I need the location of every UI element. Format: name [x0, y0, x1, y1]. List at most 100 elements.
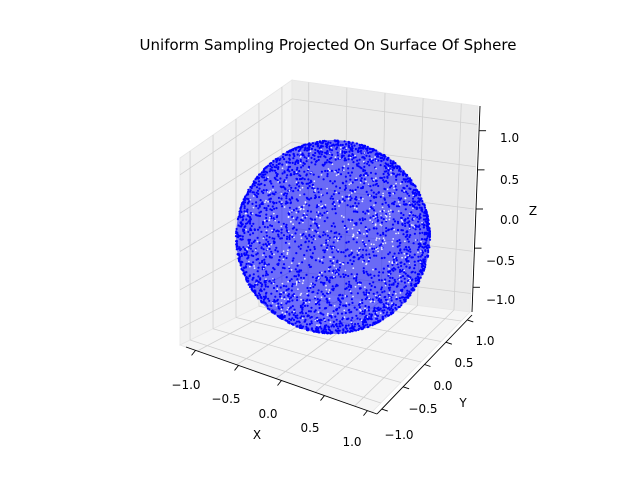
sampling-gap — [303, 204, 305, 207]
data-point — [369, 324, 372, 327]
data-point — [421, 251, 424, 254]
data-point — [403, 281, 406, 284]
data-point — [247, 190, 250, 193]
data-point — [322, 313, 325, 316]
data-point — [361, 256, 365, 259]
data-point — [391, 166, 394, 169]
data-point — [337, 192, 341, 195]
data-point — [328, 145, 331, 148]
data-point — [408, 180, 411, 183]
data-point — [259, 210, 263, 213]
data-point — [259, 281, 262, 285]
data-point — [344, 187, 347, 190]
data-point — [421, 202, 424, 205]
sampling-gap — [354, 190, 356, 193]
data-point — [354, 156, 357, 159]
x-tick — [191, 350, 196, 356]
sampling-gap — [299, 294, 302, 296]
data-point — [401, 296, 404, 299]
sampling-gap — [333, 264, 336, 267]
sampling-gap — [328, 289, 331, 291]
sampling-gap — [347, 163, 350, 166]
data-point — [366, 174, 369, 177]
data-point — [335, 318, 338, 321]
sampling-gap — [408, 212, 411, 215]
data-point — [250, 263, 253, 266]
data-point — [368, 151, 372, 154]
data-point — [262, 222, 265, 226]
data-point — [292, 209, 295, 212]
sampling-gap — [254, 249, 257, 251]
data-point — [269, 162, 272, 165]
data-point — [302, 299, 305, 302]
sampling-gap — [336, 199, 339, 202]
data-point — [356, 253, 359, 257]
sampling-gap — [326, 230, 329, 233]
data-point — [347, 171, 350, 175]
data-point — [401, 275, 405, 278]
data-point — [400, 304, 403, 307]
data-point — [265, 270, 268, 273]
data-point — [322, 178, 325, 181]
data-point — [418, 232, 421, 235]
data-point — [326, 192, 329, 195]
data-point — [379, 164, 382, 167]
data-point — [282, 153, 285, 156]
data-point — [292, 313, 295, 316]
data-point — [327, 326, 331, 329]
sampling-gap — [320, 174, 323, 176]
data-point — [364, 218, 367, 221]
sampling-gap — [403, 252, 406, 255]
data-point — [270, 282, 273, 285]
data-point — [293, 170, 296, 174]
data-point — [306, 187, 309, 190]
sampling-gap — [336, 239, 339, 242]
data-point — [312, 145, 315, 148]
sampling-gap — [367, 212, 370, 215]
sampling-gap — [365, 243, 367, 246]
data-point — [364, 308, 367, 312]
data-point — [249, 233, 252, 236]
sampling-gap — [360, 319, 363, 322]
sampling-gap — [409, 279, 411, 282]
data-point — [346, 195, 349, 198]
data-point — [420, 208, 423, 211]
data-point — [387, 303, 390, 306]
data-point — [332, 269, 335, 272]
data-point — [388, 280, 391, 283]
data-point — [316, 143, 319, 146]
sampling-gap — [275, 304, 278, 307]
data-point — [267, 194, 270, 197]
data-point — [319, 325, 322, 328]
data-point — [343, 150, 346, 153]
sampling-gap — [320, 193, 323, 196]
sampling-gap — [354, 154, 356, 157]
data-point — [260, 247, 263, 250]
data-point — [392, 261, 395, 264]
sampling-gap — [392, 185, 395, 187]
sampling-gap — [382, 194, 384, 197]
data-point — [380, 301, 383, 304]
data-point — [256, 236, 259, 239]
data-point — [331, 153, 334, 156]
data-point — [298, 185, 301, 188]
sampling-gap — [299, 156, 302, 158]
data-point — [285, 289, 288, 292]
sampling-gap — [374, 294, 377, 297]
sampling-gap — [400, 219, 403, 221]
data-point — [355, 223, 358, 226]
data-point — [285, 276, 288, 279]
data-point — [282, 234, 286, 237]
data-point — [408, 214, 411, 217]
data-point — [339, 143, 342, 147]
data-point — [280, 231, 283, 234]
data-point — [423, 204, 426, 207]
data-point — [251, 185, 254, 188]
data-point — [275, 175, 278, 178]
data-point — [320, 144, 323, 147]
data-point — [404, 272, 407, 275]
data-point — [247, 238, 250, 241]
data-point — [332, 310, 335, 313]
data-point — [368, 155, 371, 158]
data-point — [396, 240, 399, 243]
